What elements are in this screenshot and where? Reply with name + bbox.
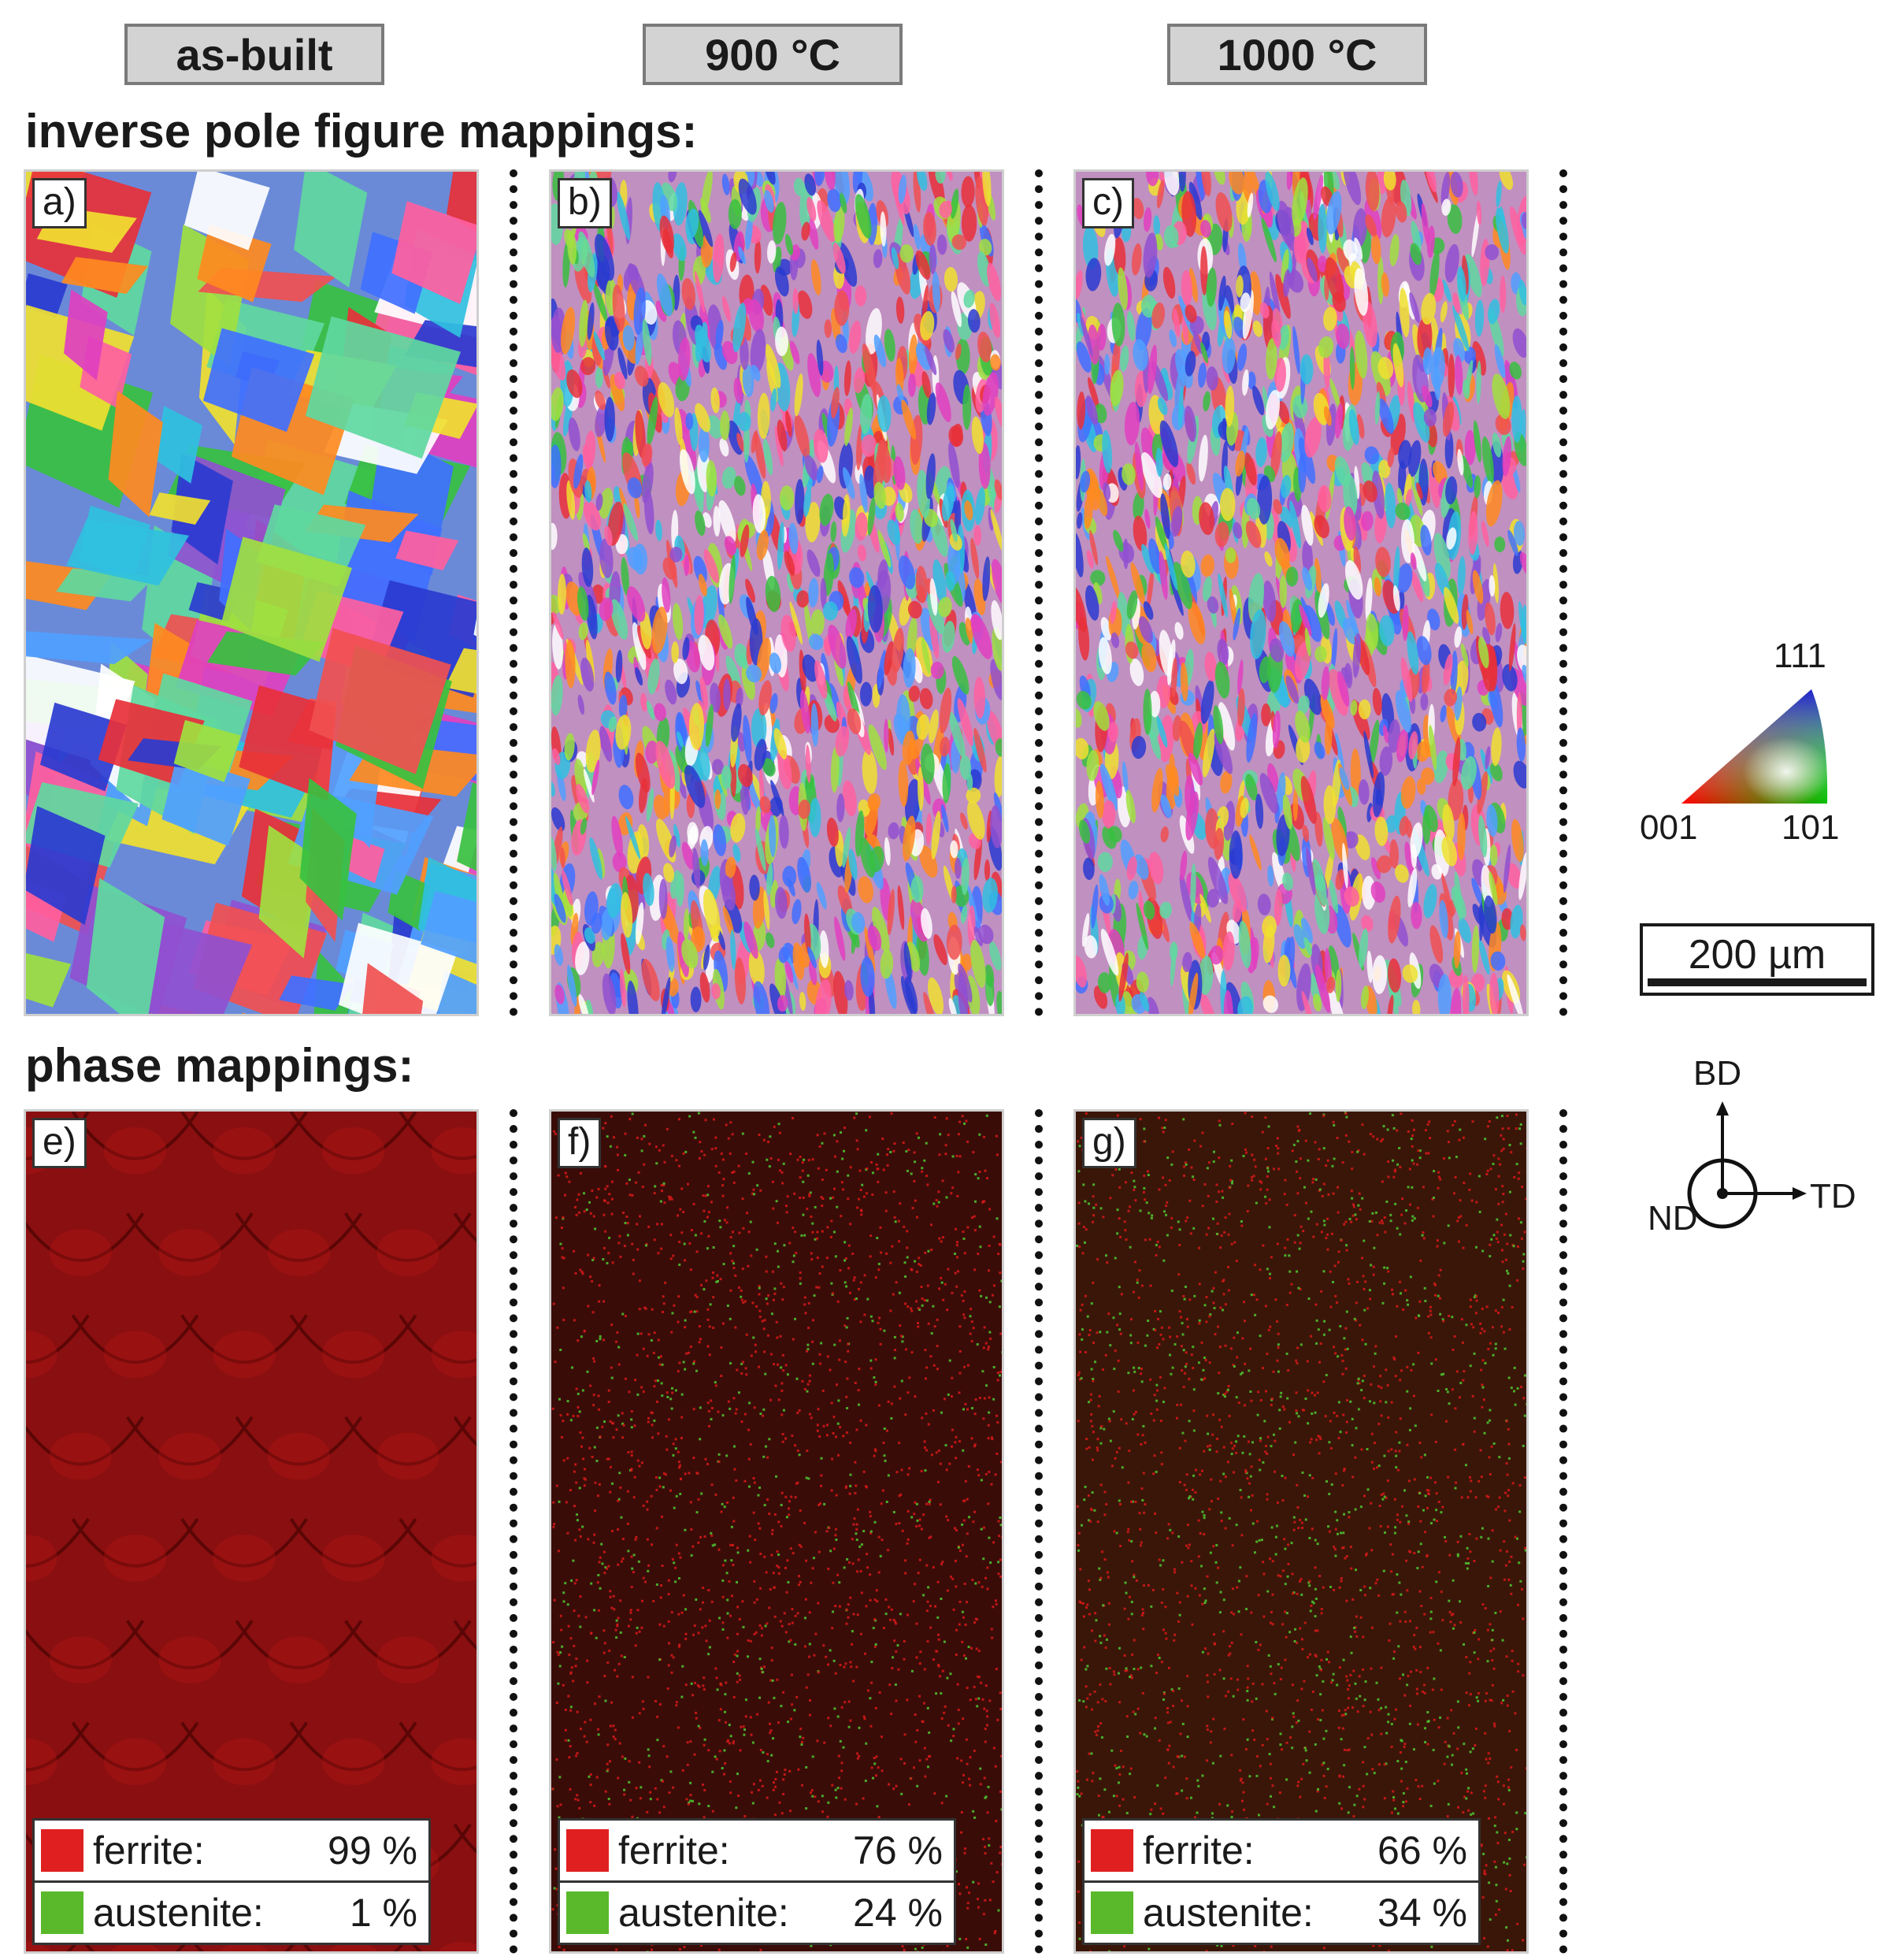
axis-label-bd: BD <box>1693 1054 1742 1093</box>
legend-row-ferrite: ferrite: 66 % <box>1084 1821 1478 1880</box>
column-header-1000c: 1000 °C <box>1167 24 1427 85</box>
ipf-key-label-101: 101 <box>1782 808 1840 847</box>
phase-legend: ferrite: 76 % austenite: 24 % <box>558 1818 956 1945</box>
legend-row-austenite: austenite: 34 % <box>1084 1880 1478 1943</box>
legend-row-austenite: austenite: 24 % <box>560 1880 954 1943</box>
column-divider <box>510 169 517 1016</box>
ipf-color-key-triangle <box>1681 689 1828 804</box>
panel-label-f: f) <box>558 1118 602 1168</box>
ipf-texture-fine <box>551 172 1002 1014</box>
ipf-section-title: inverse pole figure mappings: <box>25 105 698 158</box>
ipf-key-label-001: 001 <box>1640 808 1698 847</box>
panel-label-a: a) <box>32 178 87 228</box>
phase-legend: ferrite: 66 % austenite: 34 % <box>1082 1818 1481 1945</box>
austenite-swatch <box>566 1891 609 1934</box>
column-header-as-built: as-built <box>124 24 384 85</box>
ipf-map-900c: b) <box>549 169 1004 1016</box>
ferrite-swatch <box>1091 1829 1133 1872</box>
panel-label-e: e) <box>32 1118 87 1168</box>
legend-value-ferrite: 76 % <box>853 1828 943 1873</box>
legend-row-ferrite: ferrite: 99 % <box>35 1821 428 1880</box>
austenite-swatch <box>1091 1891 1133 1934</box>
panel-label-b: b) <box>558 178 612 228</box>
ipf-key-label-111: 111 <box>1774 637 1826 675</box>
legend-label-austenite: austenite: <box>93 1891 264 1935</box>
ferrite-swatch <box>41 1829 83 1872</box>
scale-bar: 200 µm <box>1640 923 1874 996</box>
column-divider <box>1035 169 1043 1016</box>
phase-map-1000c: g) ferrite: 66 % austenite: 34 % <box>1073 1109 1529 1954</box>
panel-label-c: c) <box>1082 178 1134 228</box>
phase-legend: ferrite: 99 % austenite: 1 % <box>32 1818 431 1945</box>
column-header-900c: 900 °C <box>643 24 903 85</box>
phase-map-as-built: e) ferrite: 99 % austenite: 1 % <box>24 1109 479 1954</box>
column-divider <box>1559 1109 1567 1954</box>
ipf-map-1000c: c) <box>1073 169 1529 1016</box>
axis-label-nd: ND <box>1648 1199 1698 1238</box>
scale-bar-label: 200 µm <box>1688 932 1826 978</box>
legend-label-ferrite: ferrite: <box>93 1828 205 1873</box>
ipf-map-as-built: a) <box>24 169 479 1016</box>
austenite-swatch <box>41 1891 83 1934</box>
legend-row-austenite: austenite: 1 % <box>35 1880 428 1943</box>
legend-label-austenite: austenite: <box>618 1891 789 1935</box>
legend-value-austenite: 1 % <box>349 1891 417 1935</box>
legend-value-ferrite: 99 % <box>328 1828 417 1873</box>
legend-label-austenite: austenite: <box>1143 1891 1314 1935</box>
column-divider <box>1559 169 1567 1016</box>
column-divider <box>1035 1109 1043 1954</box>
axis-label-td: TD <box>1810 1177 1856 1216</box>
legend-label-ferrite: ferrite: <box>1143 1828 1255 1873</box>
sample-axes-icon <box>1687 1101 1807 1229</box>
ipf-texture-fine <box>1076 172 1526 1014</box>
scale-bar-line <box>1648 978 1867 986</box>
legend-row-ferrite: ferrite: 76 % <box>560 1821 954 1880</box>
ferrite-swatch <box>566 1829 609 1872</box>
legend-value-austenite: 34 % <box>1377 1891 1467 1935</box>
column-divider <box>510 1109 517 1954</box>
phase-map-900c: f) ferrite: 76 % austenite: 24 % <box>549 1109 1004 1954</box>
phase-section-title: phase mappings: <box>25 1039 414 1092</box>
legend-value-austenite: 24 % <box>853 1891 943 1935</box>
legend-label-ferrite: ferrite: <box>618 1828 730 1873</box>
ipf-texture-coarse <box>26 172 476 1014</box>
legend-value-ferrite: 66 % <box>1377 1828 1467 1873</box>
panel-label-g: g) <box>1082 1118 1136 1168</box>
